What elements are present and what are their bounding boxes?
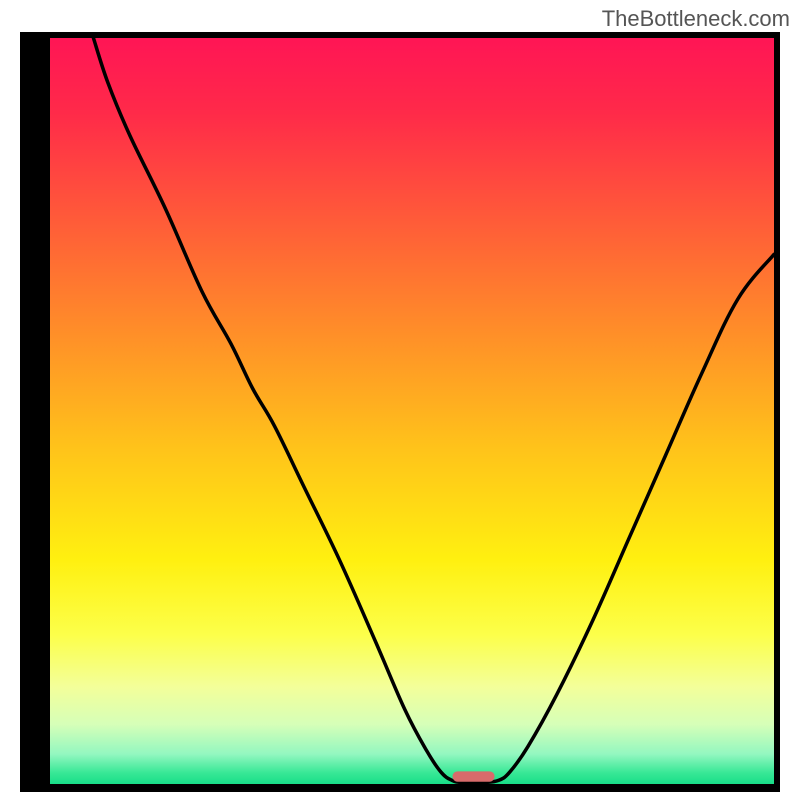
chart-container: TheBottleneck.com	[0, 0, 800, 800]
bottleneck-chart	[0, 0, 800, 800]
watermark-text: TheBottleneck.com	[602, 6, 790, 32]
